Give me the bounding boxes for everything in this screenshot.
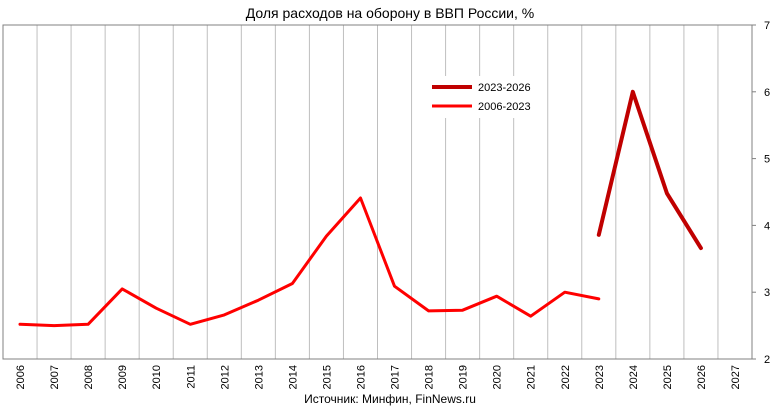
y-tick-label: 7: [764, 20, 770, 32]
legend-label-series-2: 2006-2023: [478, 101, 531, 113]
x-axis-ticks: 2006 2007 2008 2009 2010 2011 2012 2013 2014 2015…: [15, 365, 742, 389]
x-tick-label: 2006: [15, 365, 27, 389]
x-tick-label: 2011: [185, 365, 197, 389]
legend-label-series-1: 2023-2026: [478, 82, 531, 94]
y-tick-label: 6: [764, 87, 770, 99]
x-tick-label: 2023: [594, 365, 606, 389]
y-axis-ticks: 2 3 4 5 6 7: [752, 20, 770, 366]
series-line-2: [18, 196, 601, 328]
x-tick-label: 2009: [117, 365, 129, 389]
legend: 2023-2026 2006-2023: [425, 76, 535, 118]
plot-area: [2, 24, 753, 360]
y-tick-label: 4: [764, 220, 770, 232]
x-tick-label: 2024: [628, 365, 640, 389]
x-tick-label: 2019: [458, 365, 470, 389]
x-tick-label: 2012: [219, 365, 231, 389]
x-tick-label: 2010: [151, 365, 163, 389]
x-tick-label: 2014: [287, 365, 299, 389]
source-caption: Источник: Минфин, FinNews.ru: [304, 392, 476, 406]
x-tick-label: 2007: [49, 365, 61, 389]
gridlines: [36, 25, 719, 359]
y-tick-label: 5: [764, 154, 770, 166]
legend-box: [425, 76, 535, 118]
series-line-1: [596, 89, 703, 251]
x-tick-label: 2022: [560, 365, 572, 389]
y-tick-label: 3: [764, 287, 770, 299]
x-tick-label: 2008: [83, 365, 95, 389]
series-lines: [18, 89, 703, 328]
x-tick-label: 2025: [662, 365, 674, 389]
x-tick-label: 2015: [321, 365, 333, 389]
x-tick-label: 2021: [526, 365, 538, 389]
x-tick-label: 2018: [424, 365, 436, 389]
x-tick-label: 2013: [253, 365, 265, 389]
x-tick-label: 2026: [696, 365, 708, 389]
chart-title: Доля расходов на оборону в ВВП России, %: [246, 5, 534, 21]
x-tick-label: 2017: [390, 365, 402, 389]
x-tick-label: 2027: [730, 365, 742, 389]
x-tick-label: 2020: [492, 365, 504, 389]
x-tick-label: 2016: [355, 365, 367, 389]
y-tick-label: 2: [764, 354, 770, 366]
